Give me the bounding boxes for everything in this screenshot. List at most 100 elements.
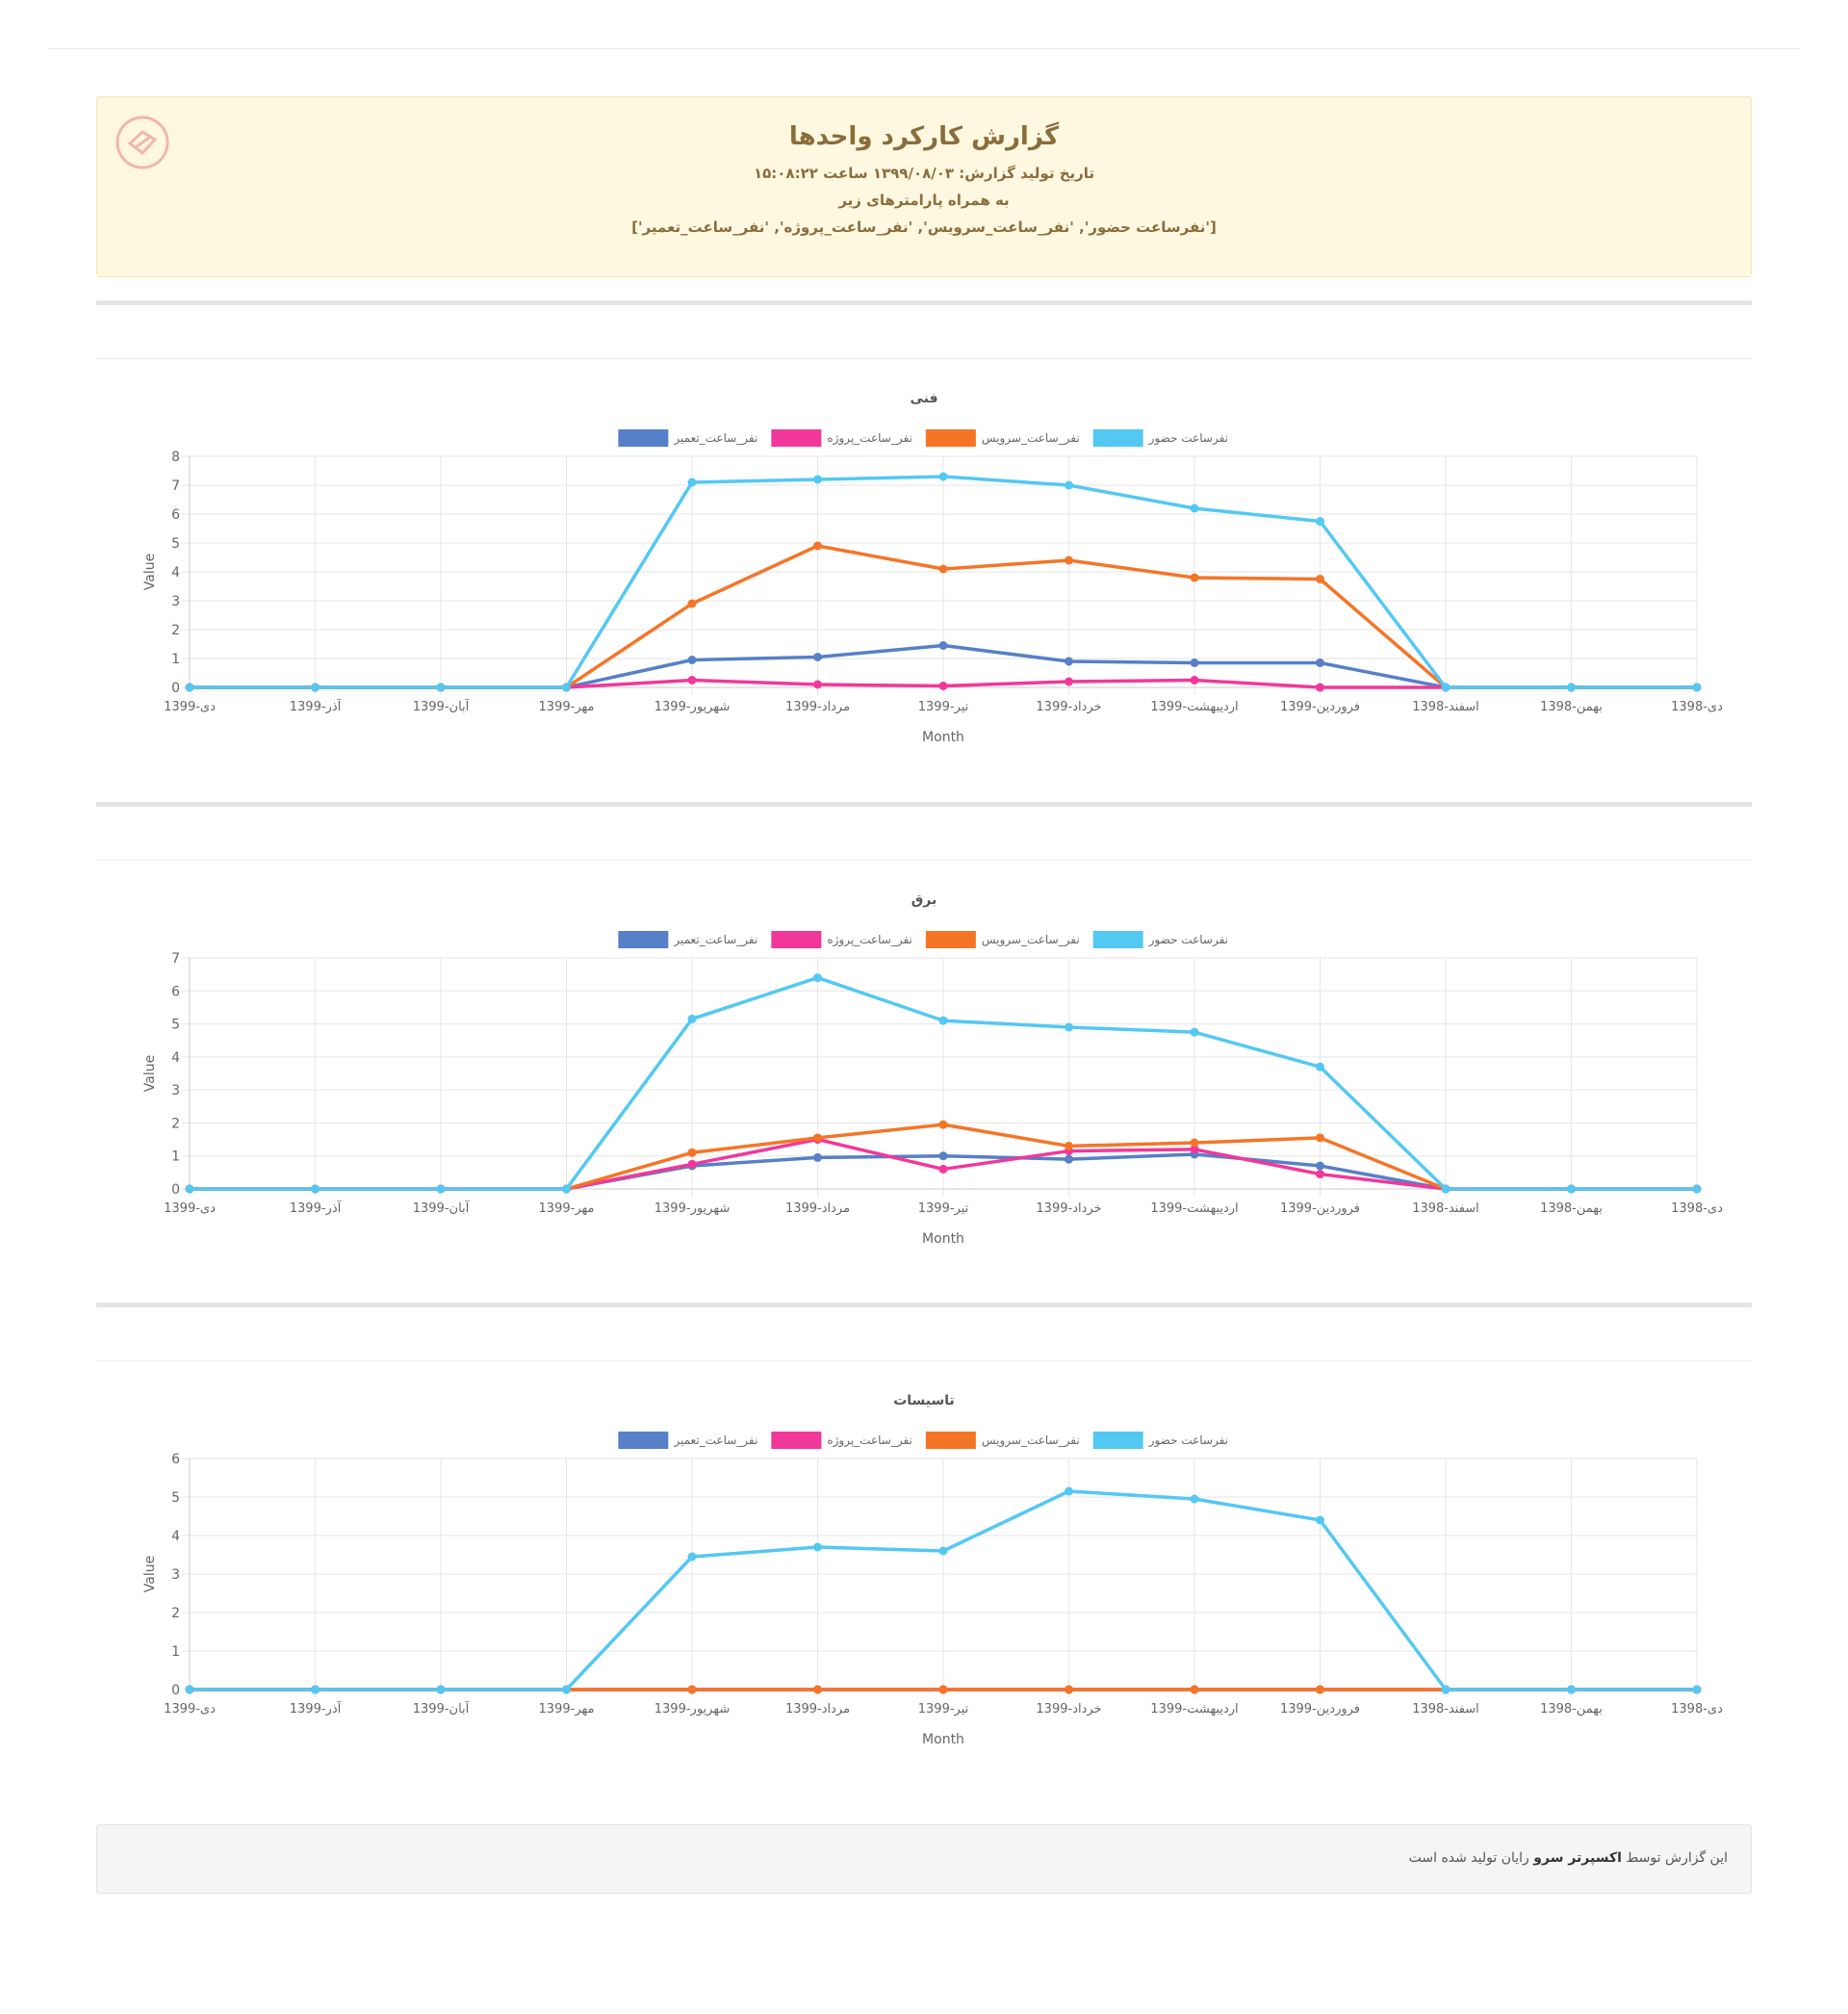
report-footer: این گزارش توسط اکسپرتر سرو رایان تولید ش… xyxy=(96,1824,1752,1894)
data-point xyxy=(1441,1184,1450,1194)
data-point xyxy=(1316,658,1324,667)
data-point xyxy=(813,541,822,551)
data-point xyxy=(687,676,697,684)
footer-text: این گزارش توسط اکسپرتر سرو رایان تولید ش… xyxy=(1409,1850,1728,1866)
data-point xyxy=(1190,1685,1199,1694)
legend-label-1: نفر_ساعت_سرویس xyxy=(982,933,1080,947)
legend-label-3: نفر_ساعت_تعمیر xyxy=(673,933,757,947)
x-tick-label: 1399-مهر xyxy=(539,1201,595,1216)
x-tick-label: 1398-بهمن xyxy=(1540,1201,1603,1216)
chart-top-rule xyxy=(96,358,1752,359)
data-point xyxy=(1065,677,1073,686)
report-params-list: ['نفرساعت حضور', 'نفر_ساعت_سرویس', 'نفر_… xyxy=(631,219,1217,236)
data-point xyxy=(813,973,822,983)
data-point xyxy=(1190,504,1199,513)
y-tick-label: 3 xyxy=(171,1567,180,1583)
x-axis-label: Month xyxy=(922,1231,964,1247)
legend-swatch-0 xyxy=(1092,931,1143,948)
footer-prefix: این گزارش توسط xyxy=(1626,1850,1728,1866)
x-tick-label: 1398-اسفند xyxy=(1412,700,1479,714)
y-tick-label: 5 xyxy=(171,536,180,552)
x-tick-label: 1399-فروردین xyxy=(1280,1702,1360,1717)
y-tick-label: 6 xyxy=(171,1452,180,1467)
y-tick-label: 1 xyxy=(171,1149,180,1165)
x-tick-label: 1398-دی xyxy=(1671,700,1723,714)
x-axis-label: Month xyxy=(922,1732,964,1747)
data-point xyxy=(813,1542,822,1552)
data-point xyxy=(562,683,571,692)
data-point xyxy=(436,1685,446,1694)
data-point xyxy=(562,1184,571,1194)
legend-label-1: نفر_ساعت_سرویس xyxy=(982,431,1080,446)
y-tick-label: 7 xyxy=(171,951,180,967)
data-point xyxy=(1441,683,1450,692)
y-tick-label: 1 xyxy=(171,1644,180,1660)
data-point xyxy=(938,1164,948,1174)
data-point xyxy=(436,683,446,692)
y-axis-label: Value xyxy=(142,1556,158,1592)
chart-bargh: برق نفرساعت حضور نفر_ساعت_سرویس نفر_ساعت_پر… xyxy=(142,892,1723,1247)
section-divider xyxy=(96,300,1752,305)
x-tick-label: 1398-دی xyxy=(1671,1201,1723,1216)
data-point xyxy=(687,1685,697,1694)
legend-swatch-3 xyxy=(618,429,669,447)
data-point xyxy=(1692,1184,1702,1194)
data-point xyxy=(1190,676,1199,684)
footer-suffix: رایان تولید شده است xyxy=(1408,1850,1529,1866)
data-point xyxy=(436,1184,446,1194)
data-point xyxy=(1316,1062,1324,1072)
x-tick-label: 1399-دی xyxy=(164,1702,216,1717)
x-tick-label: 1399-آذر xyxy=(290,1700,343,1717)
x-tick-label: 1399-تیر xyxy=(918,700,969,714)
chart-title: فنی xyxy=(910,391,937,406)
data-point xyxy=(813,653,822,661)
data-point xyxy=(1567,1184,1576,1194)
y-axis-label: Value xyxy=(142,1055,158,1092)
chart-top-rule xyxy=(96,1360,1752,1361)
x-tick-label: 1399-مرداد xyxy=(785,1201,850,1216)
y-tick-label: 0 xyxy=(171,681,180,696)
legend-swatch-1 xyxy=(925,931,976,948)
x-tick-label: 1399-آبان xyxy=(413,698,471,714)
legend-label-2: نفر_ساعت_پروژه xyxy=(827,431,912,446)
data-point xyxy=(1190,1494,1199,1504)
y-tick-label: 0 xyxy=(171,1683,180,1698)
data-point xyxy=(1065,1022,1073,1032)
x-tick-label: 1398-اسفند xyxy=(1412,1201,1479,1216)
data-point xyxy=(1316,1133,1324,1143)
data-point xyxy=(311,1184,320,1194)
y-tick-label: 4 xyxy=(171,1529,180,1544)
data-point xyxy=(185,683,194,692)
top-divider xyxy=(48,48,1800,49)
data-point xyxy=(1316,1515,1324,1525)
data-point xyxy=(1567,1685,1576,1694)
data-point xyxy=(813,475,822,484)
x-tick-label: 1399-خرداد xyxy=(1036,1201,1101,1216)
data-point xyxy=(938,472,948,481)
y-tick-label: 5 xyxy=(171,1490,180,1506)
report-params-intro: به همراه پارامترهای زیر xyxy=(838,192,1010,209)
data-point xyxy=(311,1685,320,1694)
data-point xyxy=(1065,657,1073,666)
chart-top-rule xyxy=(96,860,1752,861)
data-point xyxy=(1441,1685,1450,1694)
data-point xyxy=(1190,1138,1199,1148)
x-tick-label: 1398-بهمن xyxy=(1540,700,1603,714)
legend-swatch-3 xyxy=(618,1432,669,1449)
y-tick-label: 7 xyxy=(171,478,180,494)
x-tick-label: 1399-اردیبهشت xyxy=(1150,1702,1238,1717)
x-tick-label: 1399-تیر xyxy=(918,1702,969,1717)
legend-swatch-0 xyxy=(1092,429,1143,447)
legend-label-2: نفر_ساعت_پروژه xyxy=(827,1433,912,1448)
section-divider xyxy=(96,802,1752,807)
y-tick-label: 8 xyxy=(171,450,180,465)
data-point xyxy=(813,1133,822,1143)
y-tick-label: 3 xyxy=(171,1083,180,1098)
y-tick-label: 6 xyxy=(171,507,180,523)
chart-title: تاسیسات xyxy=(893,1393,955,1408)
data-point xyxy=(1190,658,1199,667)
y-tick-label: 5 xyxy=(171,1018,180,1033)
legend-label-2: نفر_ساعت_پروژه xyxy=(827,933,912,947)
x-tick-label: 1399-خرداد xyxy=(1036,1702,1101,1717)
data-point xyxy=(687,599,697,608)
